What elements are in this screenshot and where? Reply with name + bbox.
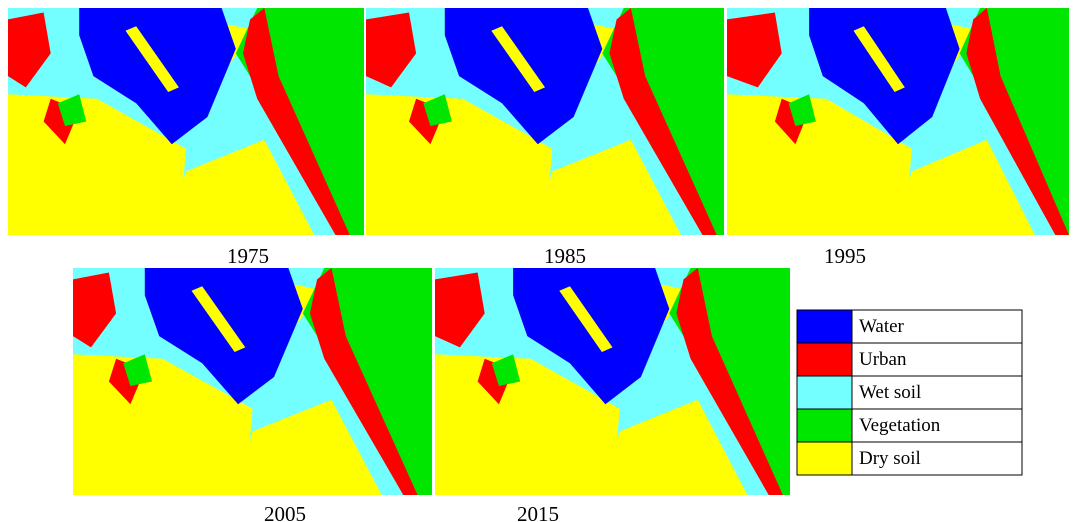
map-panel [435, 268, 790, 495]
figure: 1975 1985 1995 2005 2015 Water Urban Wet soil Ve… [0, 0, 1077, 522]
map-panel [8, 8, 364, 235]
legend-label: Vegetation [859, 415, 941, 436]
panel-caption: 1975 [227, 244, 269, 268]
legend-swatch [797, 343, 852, 376]
panel-caption: 1985 [544, 244, 586, 268]
panel-caption: 2015 [517, 502, 559, 522]
legend-label: Wet soil [859, 382, 921, 403]
legend-swatch [797, 409, 852, 442]
legend-swatch [797, 442, 852, 475]
legend-swatch [797, 376, 852, 409]
legend: Water Urban Wet soil Vegetation Dry soil [797, 310, 1022, 475]
legend-label: Urban [859, 349, 907, 370]
legend-label: Dry soil [859, 448, 921, 469]
map-panel [727, 8, 1069, 235]
map-panel [366, 8, 724, 235]
legend-label: Water [859, 316, 905, 337]
map-panel [73, 268, 432, 495]
panel-caption: 2005 [264, 502, 306, 522]
legend-swatch [797, 310, 852, 343]
panel-caption: 1995 [824, 244, 866, 268]
